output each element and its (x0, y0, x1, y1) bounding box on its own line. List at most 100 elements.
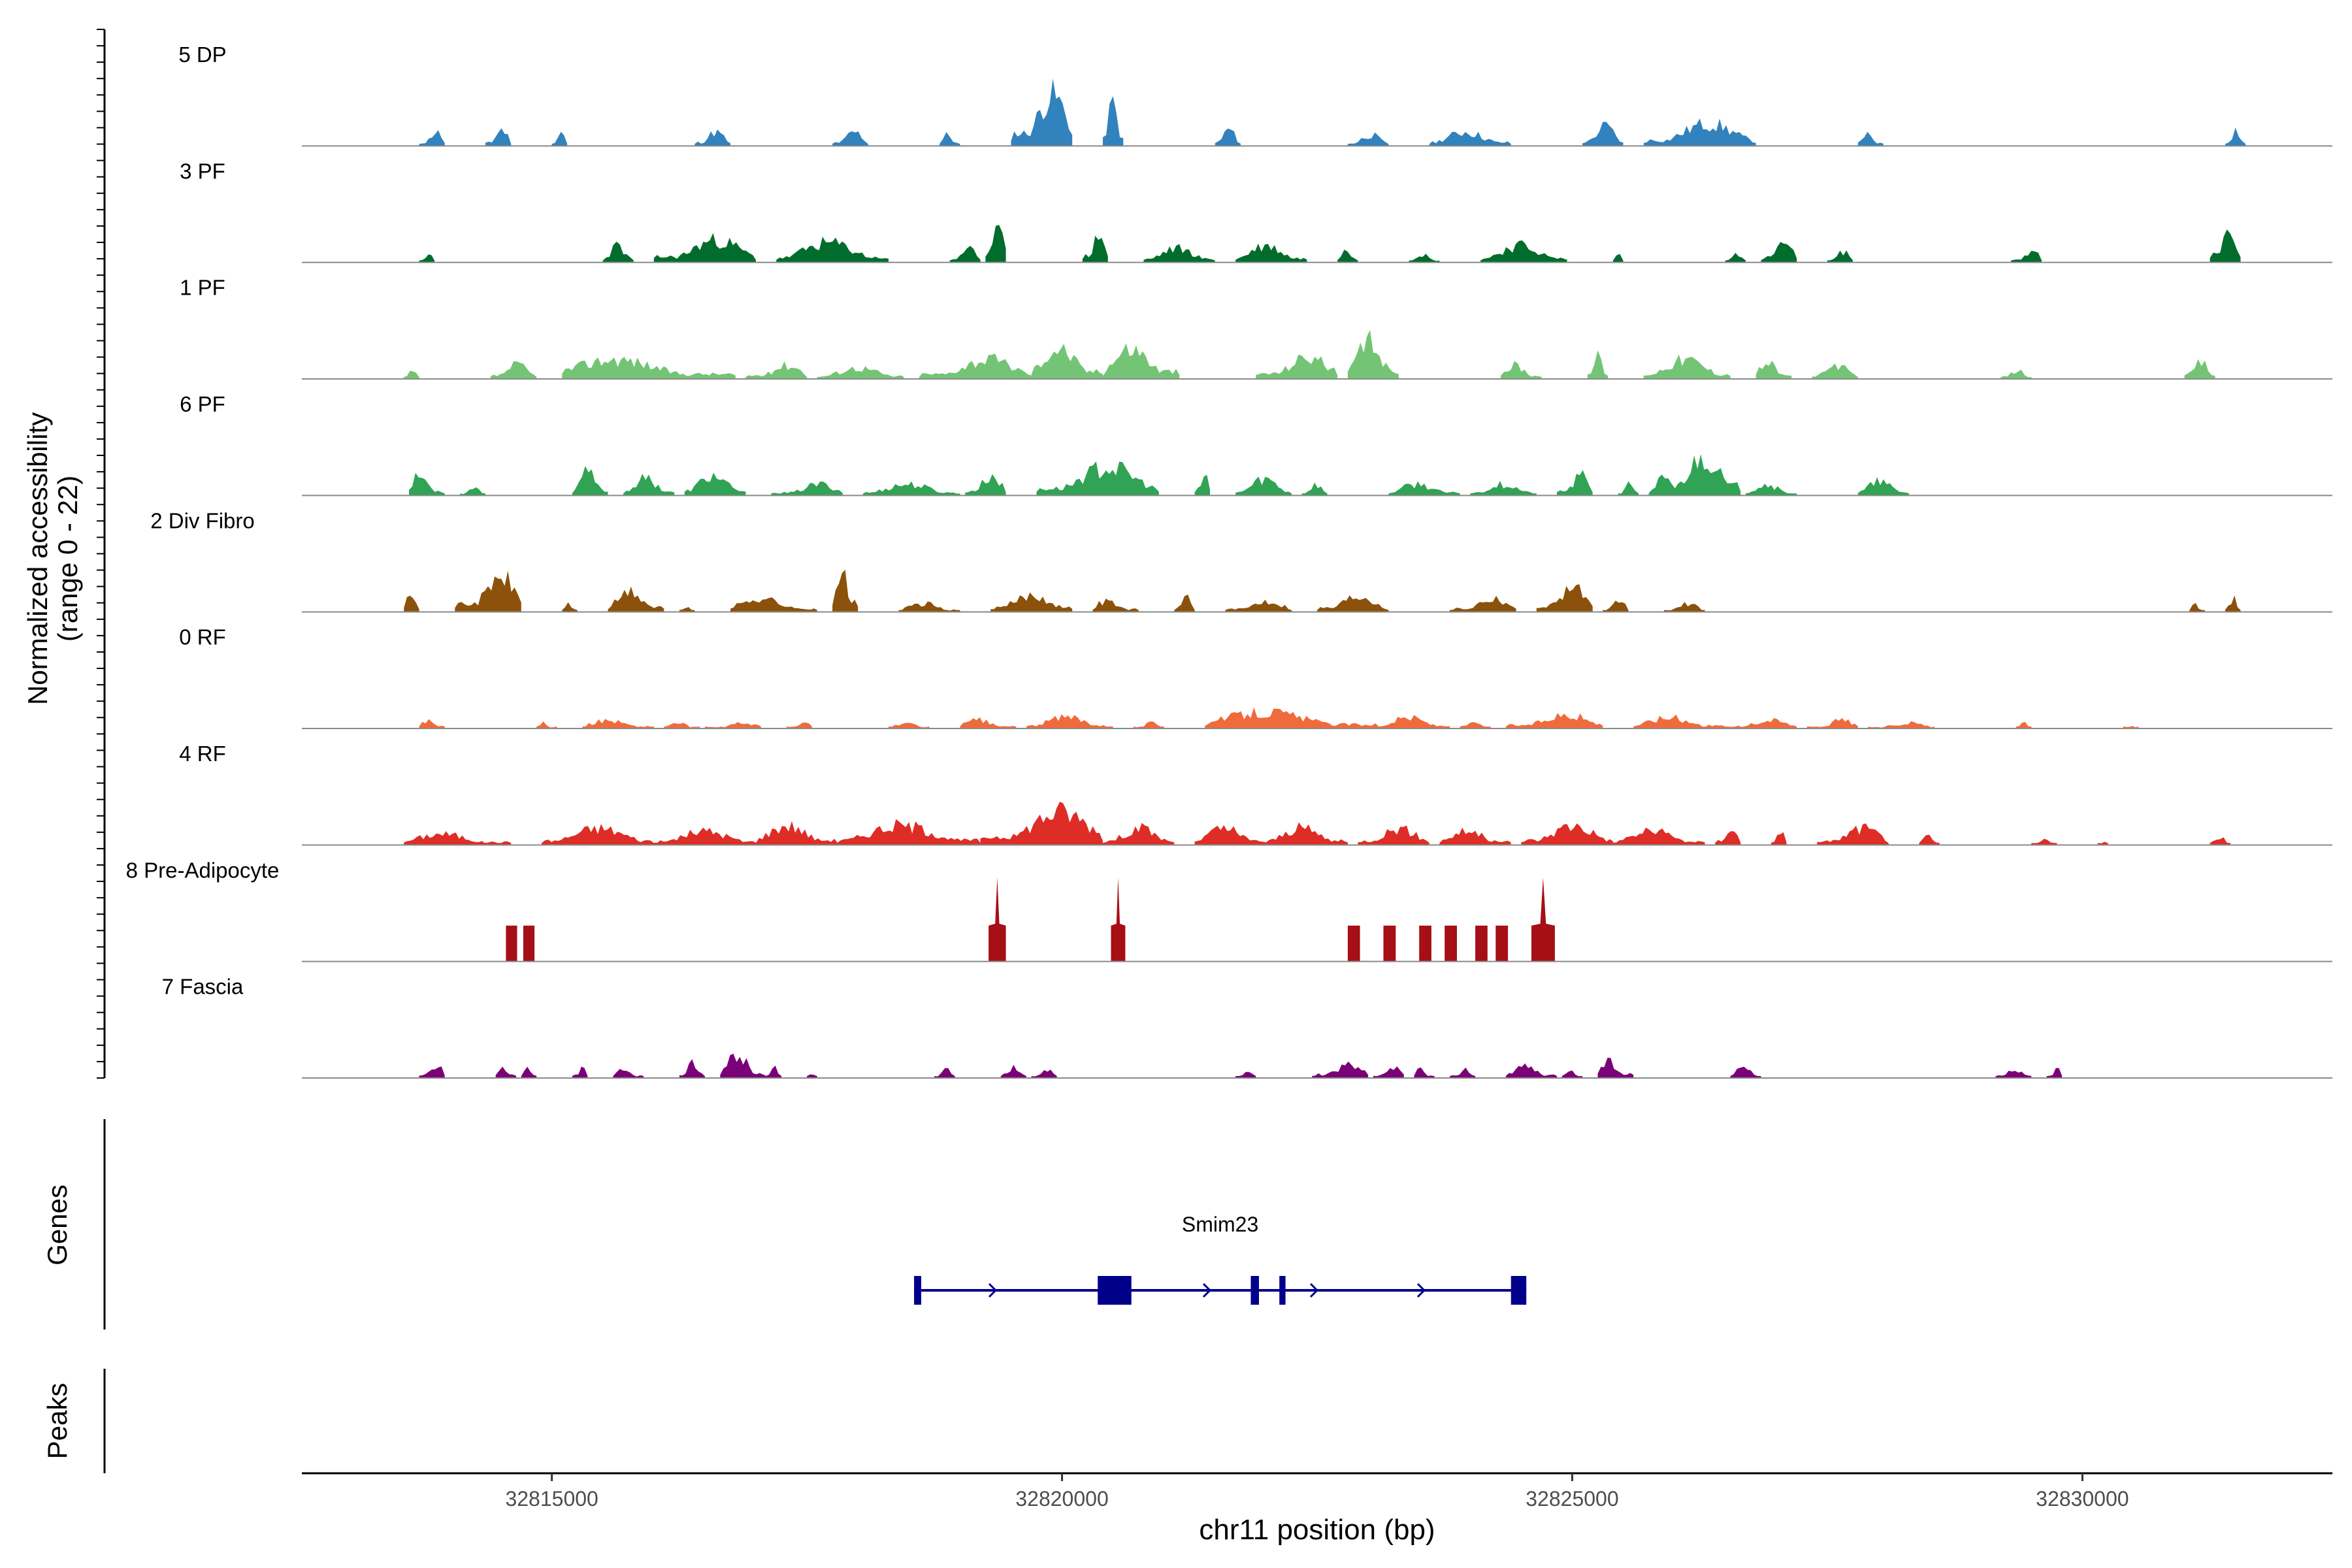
coverage-peak (1806, 718, 1858, 728)
track-1-pf: 1 PF (180, 276, 2332, 380)
coverage-peak (490, 361, 537, 379)
coverage-peak (1531, 877, 1555, 962)
coverage-peak (1439, 827, 1511, 845)
x-tick-label: 32820000 (1015, 1487, 1108, 1511)
coverage-peak (939, 132, 960, 146)
coverage-peak (919, 353, 1032, 379)
coverage-peak (1103, 96, 1124, 146)
coverage-peak (1133, 721, 1164, 728)
coverage-peak (694, 129, 730, 146)
genes-panel-label: Genes (42, 1184, 73, 1266)
gene-exon (1250, 1276, 1259, 1305)
coverage-peak (1643, 354, 1731, 379)
coverage-peak (419, 719, 445, 728)
coverage-peak (1995, 1070, 2032, 1078)
x-tick-label: 32825000 (1526, 1487, 1618, 1511)
track-6-pf: 6 PF (180, 392, 2332, 497)
coverage-peak (1730, 1066, 1761, 1078)
track-8-pre-adipocyte: 8 Pre-Adipocyte (126, 858, 2332, 962)
coverage-peak (1725, 718, 1797, 728)
coverage-peak (1235, 243, 1307, 263)
y-axis-title: Normalized accessibility (range 0 - 22) (22, 412, 83, 705)
coverage-peak (1103, 823, 1175, 845)
coverage-peak (1587, 350, 1609, 379)
coverage-peak (506, 925, 517, 962)
coverage-peak (1414, 1067, 1435, 1078)
coverage-peak (613, 1069, 644, 1078)
coverage-peak (679, 1059, 705, 1078)
coverage-peak (409, 472, 445, 496)
coverage-peak (1618, 481, 1639, 496)
coverage-peak (1373, 1066, 1404, 1078)
coverage-peak (1092, 598, 1139, 612)
coverage-peak (1026, 714, 1113, 728)
coverage-peak (1358, 825, 1429, 845)
coverage-peak (960, 717, 1017, 728)
track-label: 3 PF (180, 159, 225, 183)
coverage-peak (1495, 925, 1509, 962)
coverage-peak (2225, 595, 2241, 612)
coverage-peak (1582, 122, 1624, 146)
coverage-peak (832, 570, 858, 612)
coverage-peak (1445, 925, 1457, 962)
coverage-peak (1082, 235, 1108, 263)
y-axis-title-line1: Normalized accessibility (22, 412, 53, 705)
coverage-peak (562, 602, 578, 612)
coverage-peak (934, 1068, 955, 1078)
x-axis-ticks: 32815000 32820000 32825000 32830000 (505, 1473, 2129, 1511)
coverage-peak (1235, 1071, 1256, 1078)
coverage-peak (1337, 250, 1358, 263)
coverage-peak (1450, 595, 1516, 612)
coverage-peak (1347, 132, 1389, 146)
strand-arrow (1416, 1282, 1426, 1298)
coverage-peak (1378, 715, 1450, 728)
coverage-peak (889, 723, 930, 728)
coverage-peak (1603, 600, 1629, 612)
coverage-peak (1266, 822, 1348, 845)
coverage-peak (1000, 1064, 1026, 1078)
coverage-peak (807, 1074, 817, 1078)
coverage-peak (1194, 825, 1266, 845)
y-axis-title-line2: (range 0 - 22) (52, 476, 83, 642)
coverage-peak (2011, 250, 2042, 263)
coverage-peak (2184, 359, 2215, 379)
coverage-peak (495, 1066, 516, 1078)
coverage-peak (756, 821, 838, 845)
coverage-peak (653, 233, 756, 263)
track-label: 8 Pre-Adipocyte (126, 858, 280, 882)
coverage-peak (985, 225, 1006, 263)
coverage-peak (745, 361, 808, 379)
coverage-peak (1771, 832, 1787, 845)
coverage-peak (1143, 244, 1215, 263)
coverage-peak (2189, 602, 2205, 612)
coverage-peak (1312, 1061, 1369, 1078)
coverage-peak (1812, 363, 1858, 379)
coverage-peak (1388, 481, 1460, 496)
coverage-peak (419, 254, 434, 263)
coverage-peak (1225, 599, 1292, 612)
coverage-peak (1347, 330, 1399, 379)
coverage-peak (1761, 242, 1797, 263)
coverage-peak (1664, 602, 1705, 612)
x-axis-title: chr11 position (bp) (1199, 1514, 1435, 1546)
coverage-peak (1031, 344, 1103, 379)
coverage-peak (1111, 877, 1126, 962)
track-7-fascia: 7 Fascia (162, 975, 2332, 1079)
coverage-peak (1235, 476, 1292, 496)
coverage-peak (1827, 250, 1853, 263)
track-label: 0 RF (179, 625, 226, 649)
coverage-peak (2210, 837, 2230, 845)
coverage-peak (1505, 713, 1603, 728)
coverage-peak (1597, 1058, 1634, 1078)
coverage-peak (2097, 841, 2108, 845)
track-label: 4 RF (179, 742, 226, 766)
coverage-peak (990, 592, 1073, 612)
coverage-peak (1643, 118, 1756, 146)
coverage-peak (1011, 78, 1073, 146)
coverage-peak (1194, 474, 1210, 496)
coverage-peak (404, 595, 419, 612)
coverage-peak (965, 474, 1006, 496)
coverage-peak (1036, 461, 1159, 496)
coverage-peak (1174, 595, 1195, 612)
